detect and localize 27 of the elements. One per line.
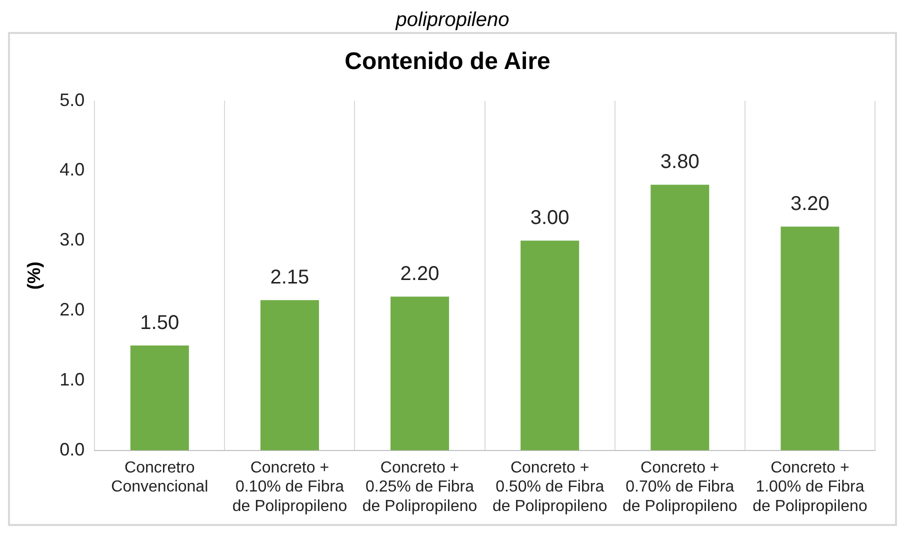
bar [390,296,450,450]
bar [650,184,710,450]
x-tick-label: Concreto + 0.70% de Fibra de Polipropileno [622,459,738,515]
data-label: 1.50 [140,312,180,334]
x-tick-label: Concretro Convencional [111,459,208,496]
y-tick-label: 1.0 [60,369,85,390]
y-tick-label: 4.0 [60,160,85,180]
x-tick-label: Concreto + 1.00% de Fibra de Polipropileno [752,459,868,515]
y-tick-label: 3.0 [60,230,85,250]
x-tick-label: Concreto + 0.50% de Fibra de Polipropileno [492,459,608,515]
bar [260,300,319,450]
data-label: 2.15 [270,266,310,289]
x-tick-label: Concreto + 0.25% de Fibra de Polipropileno [362,459,478,515]
y-axis-title: (%) [24,262,44,290]
bar [520,240,580,450]
bar [130,346,189,450]
text: polipropileno [394,8,510,32]
y-tick-label: 5.0 [60,90,85,110]
y-tick-label: 0.0 [60,439,85,460]
data-label: 3.20 [790,193,830,216]
bar [780,226,840,450]
y-tick-label: 2.0 [60,300,85,320]
data-label: 3.00 [530,207,570,230]
data-label: 3.80 [660,151,700,174]
chart-title: Contenido de Aire [344,48,550,76]
data-label: 2.20 [400,263,440,286]
x-tick-label: Concreto + 0.10% de Fibra de Polipropileno [232,459,348,515]
